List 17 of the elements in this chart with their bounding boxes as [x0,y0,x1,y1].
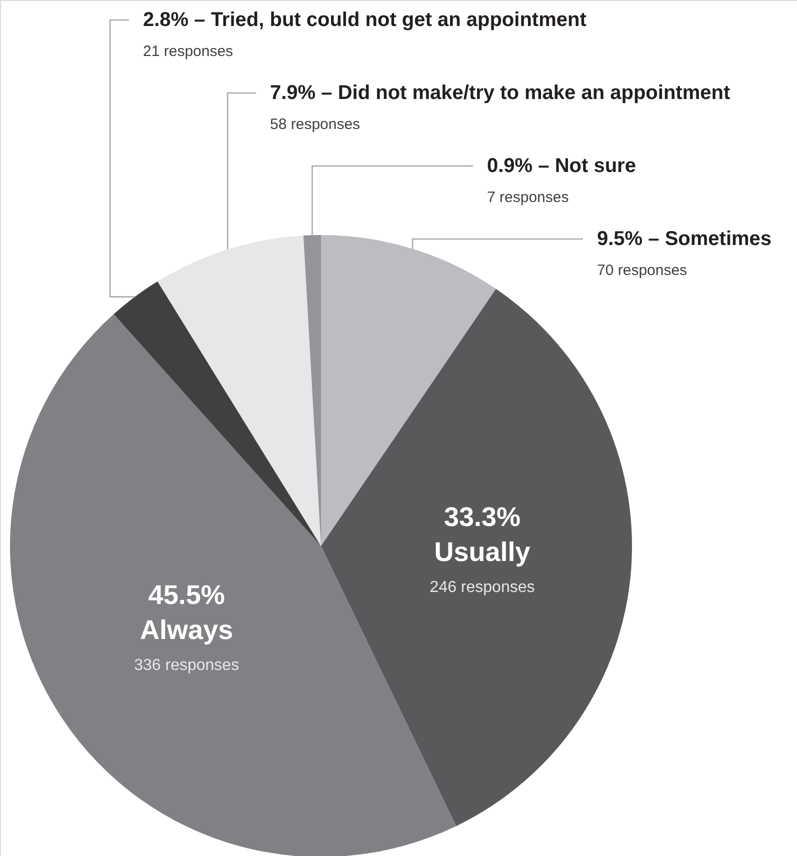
data-label: 33.3% [444,502,521,532]
slice-label: 7.9% – Did not make/try to make an appointment [270,82,730,104]
pie-slice [321,288,632,826]
pie-slice [158,236,321,546]
data-label: 45.5% [148,580,225,610]
text: 70 responses [597,262,688,279]
slice-label: 0.9% – Not sure [487,155,636,177]
slice-label: 2.8% – Tried, but could not get an appointment [143,9,587,31]
text: 7 responses [487,189,569,206]
pie-slice [114,281,321,546]
slice-label: Usually [434,536,530,567]
text: 21 responses [143,43,234,60]
slice-label: 9.5% – Sometimes [597,228,772,250]
slice-label: Always [140,614,234,645]
text: 336 responses [134,656,240,674]
text: 58 responses [270,116,360,133]
text: 246 responses [430,578,535,596]
